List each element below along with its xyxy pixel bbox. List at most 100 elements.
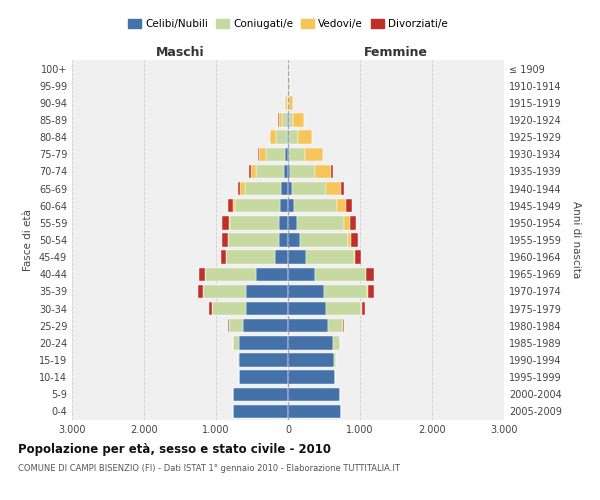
Bar xyxy=(326,302,361,316)
Bar xyxy=(289,114,293,126)
Text: COMUNE DI CAMPI BISENZIO (FI) - Dati ISTAT 1° gennaio 2010 - Elaborazione TUTTIT: COMUNE DI CAMPI BISENZIO (FI) - Dati IST… xyxy=(18,464,400,473)
Bar xyxy=(296,216,344,230)
Bar xyxy=(197,284,203,298)
Bar xyxy=(288,354,334,366)
Legend: Celibi/Nubili, Coniugati/e, Vedovi/e, Divorziati/e: Celibi/Nubili, Coniugati/e, Vedovi/e, Di… xyxy=(124,15,452,33)
Bar xyxy=(246,284,288,298)
Text: Popolazione per età, sesso e stato civile - 2010: Popolazione per età, sesso e stato civil… xyxy=(18,442,331,456)
Bar xyxy=(288,336,334,349)
Bar xyxy=(343,319,344,332)
Bar xyxy=(288,234,299,246)
Bar xyxy=(288,182,292,196)
Bar xyxy=(233,336,239,349)
Bar xyxy=(344,216,350,230)
Bar xyxy=(223,216,229,230)
Bar xyxy=(353,250,355,264)
Bar xyxy=(288,404,341,418)
Bar xyxy=(326,182,341,196)
Bar xyxy=(306,250,353,264)
Bar xyxy=(230,216,280,230)
Bar xyxy=(233,199,235,212)
Bar xyxy=(238,182,241,196)
Bar xyxy=(288,388,340,401)
Y-axis label: Anni di nascita: Anni di nascita xyxy=(571,202,581,278)
Bar xyxy=(316,268,366,281)
Bar xyxy=(229,319,244,332)
Bar xyxy=(331,164,332,178)
Bar xyxy=(288,284,324,298)
Bar xyxy=(288,250,306,264)
Bar xyxy=(227,234,228,246)
Bar xyxy=(355,250,361,264)
Bar xyxy=(226,250,275,264)
Bar xyxy=(316,164,331,178)
Bar xyxy=(288,216,296,230)
Bar xyxy=(350,216,356,230)
Bar xyxy=(337,199,346,212)
Bar xyxy=(289,79,290,92)
Bar xyxy=(221,250,226,264)
Bar xyxy=(288,199,294,212)
Bar xyxy=(239,354,288,366)
Bar xyxy=(222,234,227,246)
Text: Femmine: Femmine xyxy=(364,46,428,59)
Bar xyxy=(276,130,287,144)
Bar xyxy=(259,148,266,161)
Bar xyxy=(368,284,374,298)
Bar xyxy=(199,268,205,281)
Bar xyxy=(249,164,251,178)
Bar xyxy=(288,114,289,126)
Bar xyxy=(299,234,349,246)
Bar xyxy=(278,114,282,126)
Bar xyxy=(289,96,293,110)
Bar xyxy=(239,336,288,349)
Bar xyxy=(288,302,326,316)
Bar xyxy=(287,130,288,144)
Bar xyxy=(227,199,233,212)
Bar xyxy=(284,164,288,178)
Bar xyxy=(334,336,340,349)
Bar xyxy=(290,164,316,178)
Bar xyxy=(238,354,239,366)
Bar xyxy=(278,234,288,246)
Bar xyxy=(270,130,276,144)
Bar xyxy=(366,268,367,281)
Bar xyxy=(251,164,256,178)
Bar xyxy=(305,148,323,161)
Bar xyxy=(287,114,288,126)
Bar xyxy=(239,370,288,384)
Bar xyxy=(289,148,305,161)
Bar xyxy=(229,216,230,230)
Bar xyxy=(288,148,289,161)
Bar xyxy=(367,268,374,281)
Bar xyxy=(341,182,344,196)
Bar xyxy=(292,182,326,196)
Bar xyxy=(241,182,245,196)
Bar xyxy=(282,114,287,126)
Bar xyxy=(228,234,278,246)
Bar xyxy=(352,234,358,246)
Bar xyxy=(228,319,229,332)
Bar xyxy=(244,319,288,332)
Bar xyxy=(367,284,368,298)
Bar xyxy=(212,302,246,316)
Bar xyxy=(288,268,316,281)
Bar xyxy=(280,216,288,230)
Bar xyxy=(281,182,288,196)
Bar xyxy=(203,284,246,298)
Bar xyxy=(362,302,365,316)
Bar xyxy=(288,130,289,144)
Bar xyxy=(233,388,288,401)
Bar xyxy=(245,182,281,196)
Bar xyxy=(246,302,288,316)
Bar xyxy=(280,199,288,212)
Bar xyxy=(298,130,312,144)
Bar xyxy=(233,404,288,418)
Bar xyxy=(266,148,285,161)
Bar xyxy=(288,164,290,178)
Bar xyxy=(294,199,337,212)
Bar xyxy=(286,96,287,110)
Bar xyxy=(346,199,352,212)
Bar xyxy=(275,250,288,264)
Bar xyxy=(334,354,335,366)
